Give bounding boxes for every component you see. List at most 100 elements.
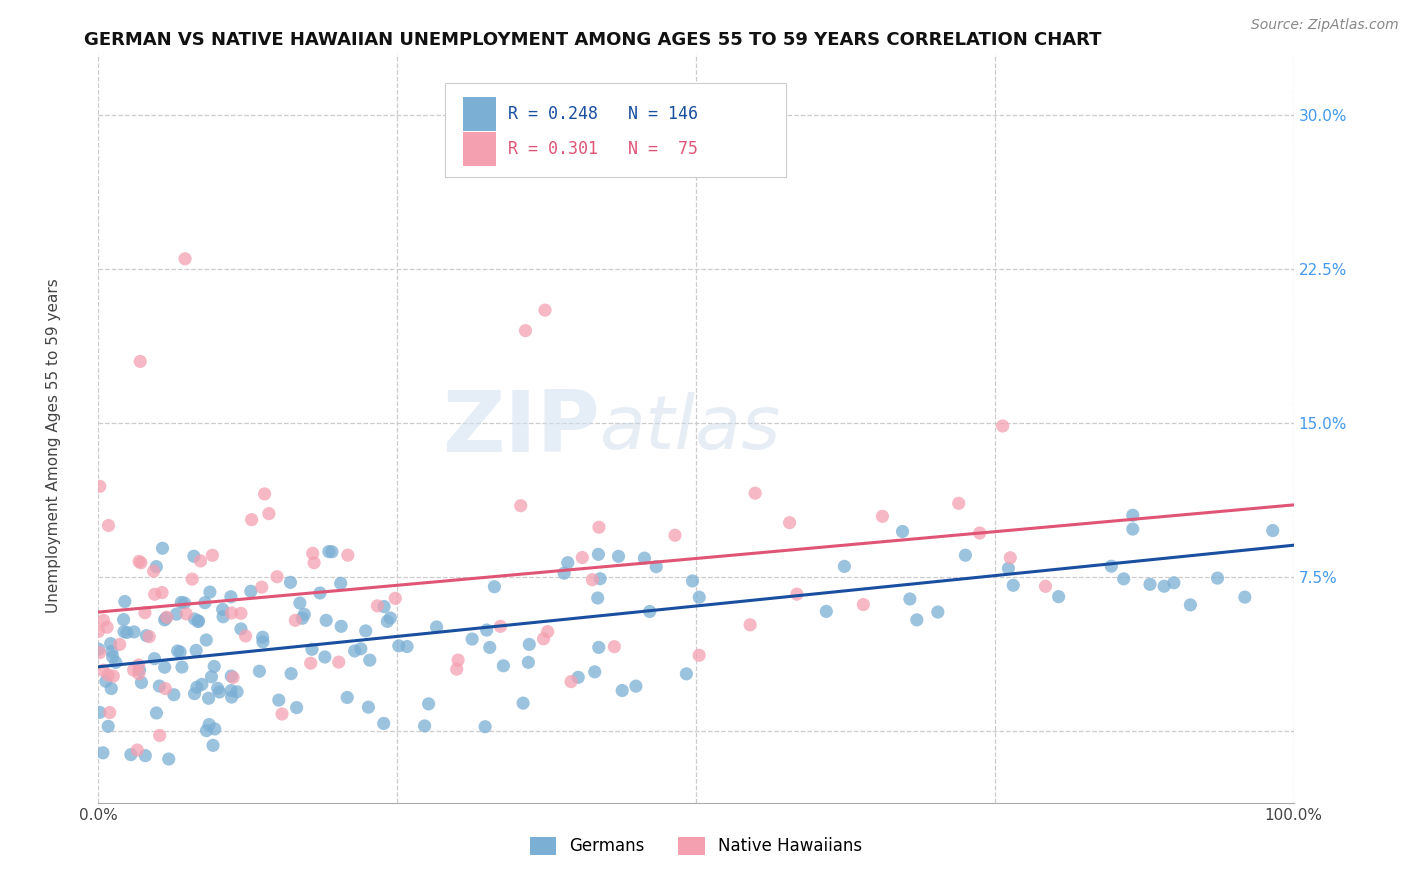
Point <box>740 617 762 632</box>
Point <box>1233 590 1256 604</box>
Point <box>131 675 153 690</box>
Bar <box>463 132 496 166</box>
Point <box>271 706 294 721</box>
Point <box>194 596 217 610</box>
Point <box>87 642 110 657</box>
Point <box>129 556 152 570</box>
Point <box>373 599 395 614</box>
Point <box>872 509 894 524</box>
Point <box>744 486 766 500</box>
Point <box>152 541 174 556</box>
Point <box>301 642 323 657</box>
Point <box>388 639 411 653</box>
Point <box>675 666 697 681</box>
Point <box>426 620 449 634</box>
Point <box>143 651 166 665</box>
Point <box>174 607 197 621</box>
Point <box>891 524 914 539</box>
Point <box>612 683 634 698</box>
Point <box>586 591 609 605</box>
Point <box>157 752 180 766</box>
Point <box>321 545 343 559</box>
Point <box>589 572 612 586</box>
Point <box>997 561 1019 575</box>
Point <box>266 570 288 584</box>
Point <box>170 595 193 609</box>
Point <box>186 643 208 657</box>
Point <box>533 632 555 646</box>
Point <box>89 646 111 660</box>
Point <box>135 629 157 643</box>
Point <box>478 640 501 655</box>
Point <box>359 653 381 667</box>
Point <box>567 670 589 684</box>
Point <box>229 607 252 621</box>
Point <box>148 679 170 693</box>
Point <box>127 743 149 757</box>
Point <box>1035 579 1057 593</box>
Point <box>108 637 131 651</box>
Point <box>1261 524 1284 538</box>
Text: Source: ZipAtlas.com: Source: ZipAtlas.com <box>1251 18 1399 32</box>
Point <box>991 419 1014 434</box>
Point <box>1002 578 1025 592</box>
Point <box>187 614 209 628</box>
Point <box>688 591 710 605</box>
Point <box>583 665 606 679</box>
Point <box>553 566 575 581</box>
Point <box>195 632 218 647</box>
Point <box>145 559 167 574</box>
Point <box>204 722 226 736</box>
Point <box>183 549 205 564</box>
Point <box>834 559 856 574</box>
Point <box>343 644 366 658</box>
Point <box>1163 575 1185 590</box>
Point <box>384 591 406 606</box>
Point <box>682 574 704 588</box>
Point <box>200 670 222 684</box>
Point <box>315 613 337 627</box>
Text: GERMAN VS NATIVE HAWAIIAN UNEMPLOYMENT AMONG AGES 55 TO 59 YEARS CORRELATION CHA: GERMAN VS NATIVE HAWAIIAN UNEMPLOYMENT A… <box>84 31 1102 49</box>
Point <box>212 609 235 624</box>
Point <box>446 662 468 676</box>
Point <box>318 544 340 558</box>
Point <box>786 587 808 601</box>
Point <box>221 690 243 704</box>
Point <box>253 487 276 501</box>
Point <box>1122 508 1144 523</box>
Point <box>603 640 626 654</box>
Point <box>330 619 353 633</box>
Point <box>202 659 225 673</box>
Point <box>336 690 359 705</box>
Bar <box>463 97 496 131</box>
Point <box>396 640 419 654</box>
Point <box>240 513 263 527</box>
Point <box>128 658 150 673</box>
Point <box>100 637 122 651</box>
Point <box>93 614 115 628</box>
Point <box>664 528 686 542</box>
Point <box>534 303 557 318</box>
Point <box>633 551 655 566</box>
Point <box>512 696 534 710</box>
Point <box>163 688 186 702</box>
Point <box>247 664 270 678</box>
Point <box>211 602 233 616</box>
Point <box>183 612 205 626</box>
Point <box>101 644 124 658</box>
Point <box>197 691 219 706</box>
Point <box>350 641 373 656</box>
Point <box>280 666 302 681</box>
Point <box>174 252 197 266</box>
Point <box>149 729 172 743</box>
Point <box>198 585 221 599</box>
Point <box>208 685 231 699</box>
Point <box>1180 598 1202 612</box>
Point <box>198 717 221 731</box>
Text: R = 0.248   N = 146: R = 0.248 N = 146 <box>509 105 699 123</box>
Legend: Germans, Native Hawaiians: Germans, Native Hawaiians <box>523 830 869 862</box>
Text: ZIP: ZIP <box>443 386 600 470</box>
Point <box>1206 571 1229 585</box>
Point <box>114 594 136 608</box>
Point <box>489 619 512 633</box>
